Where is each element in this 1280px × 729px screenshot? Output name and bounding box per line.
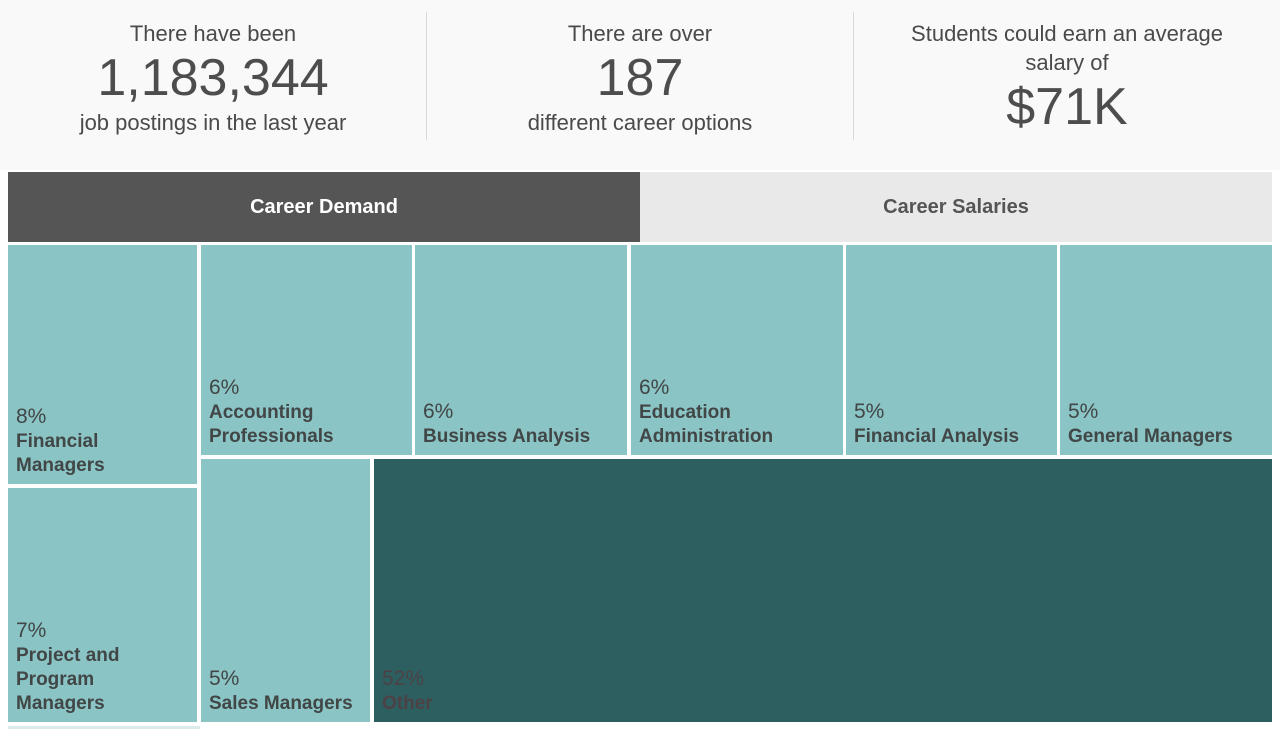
treemap-cell-business-analysis[interactable]: 6% Business Analysis	[415, 245, 627, 455]
tab-bar: Career Demand Career Salaries	[8, 172, 1272, 242]
cell-label: Financial Analysis	[854, 426, 1020, 447]
cell-percent: 5%	[1068, 400, 1099, 423]
treemap-cell-partial[interactable]	[8, 726, 200, 729]
treemap-cell-project-and-program-managers[interactable]: 7% Project and Program Managers	[8, 488, 197, 722]
cell-label: Accounting Professionals	[209, 402, 334, 447]
tab-career-salaries[interactable]: Career Salaries	[640, 172, 1272, 242]
cell-percent: 52%	[382, 667, 425, 690]
treemap-cell-accounting-professionals[interactable]: 6% Accounting Professionals	[201, 245, 412, 455]
stat-value: 187	[596, 49, 684, 107]
cell-label: Education Administration	[639, 402, 774, 447]
cell-label: Project and Program Managers	[16, 645, 120, 714]
cell-percent: 5%	[854, 400, 885, 423]
stats-divider	[426, 12, 427, 140]
career-demand-treemap: 8% Financial Managers 6% Accounting Profess…	[8, 245, 1272, 729]
cell-label: Financial Managers	[16, 431, 105, 476]
stat-job-postings: There have been 1,183,344 job postings i…	[0, 0, 426, 170]
stat-bottom-text: job postings in the last year	[79, 110, 347, 135]
cell-percent: 6%	[423, 400, 454, 423]
stats-divider	[853, 12, 854, 140]
treemap-cell-financial-analysis[interactable]: 5% Financial Analysis	[846, 245, 1057, 455]
cell-label: Sales Managers	[209, 693, 353, 714]
stat-average-salary: Students could earn an average salary of…	[854, 0, 1280, 170]
cell-label: Business Analysis	[423, 426, 591, 447]
treemap-cell-education-administration[interactable]: 6% Education Administration	[631, 245, 843, 455]
treemap-cell-financial-managers[interactable]: 8% Financial Managers	[8, 245, 197, 484]
stat-top-text: There are over	[567, 21, 713, 46]
cell-percent: 6%	[209, 376, 240, 399]
stat-top-text: Students could earn an average salary of	[911, 21, 1223, 75]
cell-percent: 7%	[16, 619, 47, 642]
cell-percent: 5%	[209, 667, 240, 690]
cell-percent: 6%	[639, 376, 670, 399]
stats-strip: There have been 1,183,344 job postings i…	[0, 0, 1280, 170]
stat-top-text: There have been	[129, 21, 297, 46]
cell-label: General Managers	[1068, 426, 1233, 447]
treemap-cell-general-managers[interactable]: 5% General Managers	[1060, 245, 1272, 455]
stat-career-options: There are over 187 different career opti…	[427, 0, 853, 170]
treemap-cell-other[interactable]: 52% Other	[374, 459, 1272, 722]
tab-career-demand[interactable]: Career Demand	[8, 172, 640, 242]
stat-bottom-text: different career options	[527, 110, 753, 135]
cell-percent: 8%	[16, 405, 47, 428]
cell-label: Other	[382, 693, 433, 714]
stat-value: 1,183,344	[97, 49, 329, 107]
stat-value: $71K	[1006, 78, 1128, 136]
treemap-cell-sales-managers[interactable]: 5% Sales Managers	[201, 459, 370, 722]
